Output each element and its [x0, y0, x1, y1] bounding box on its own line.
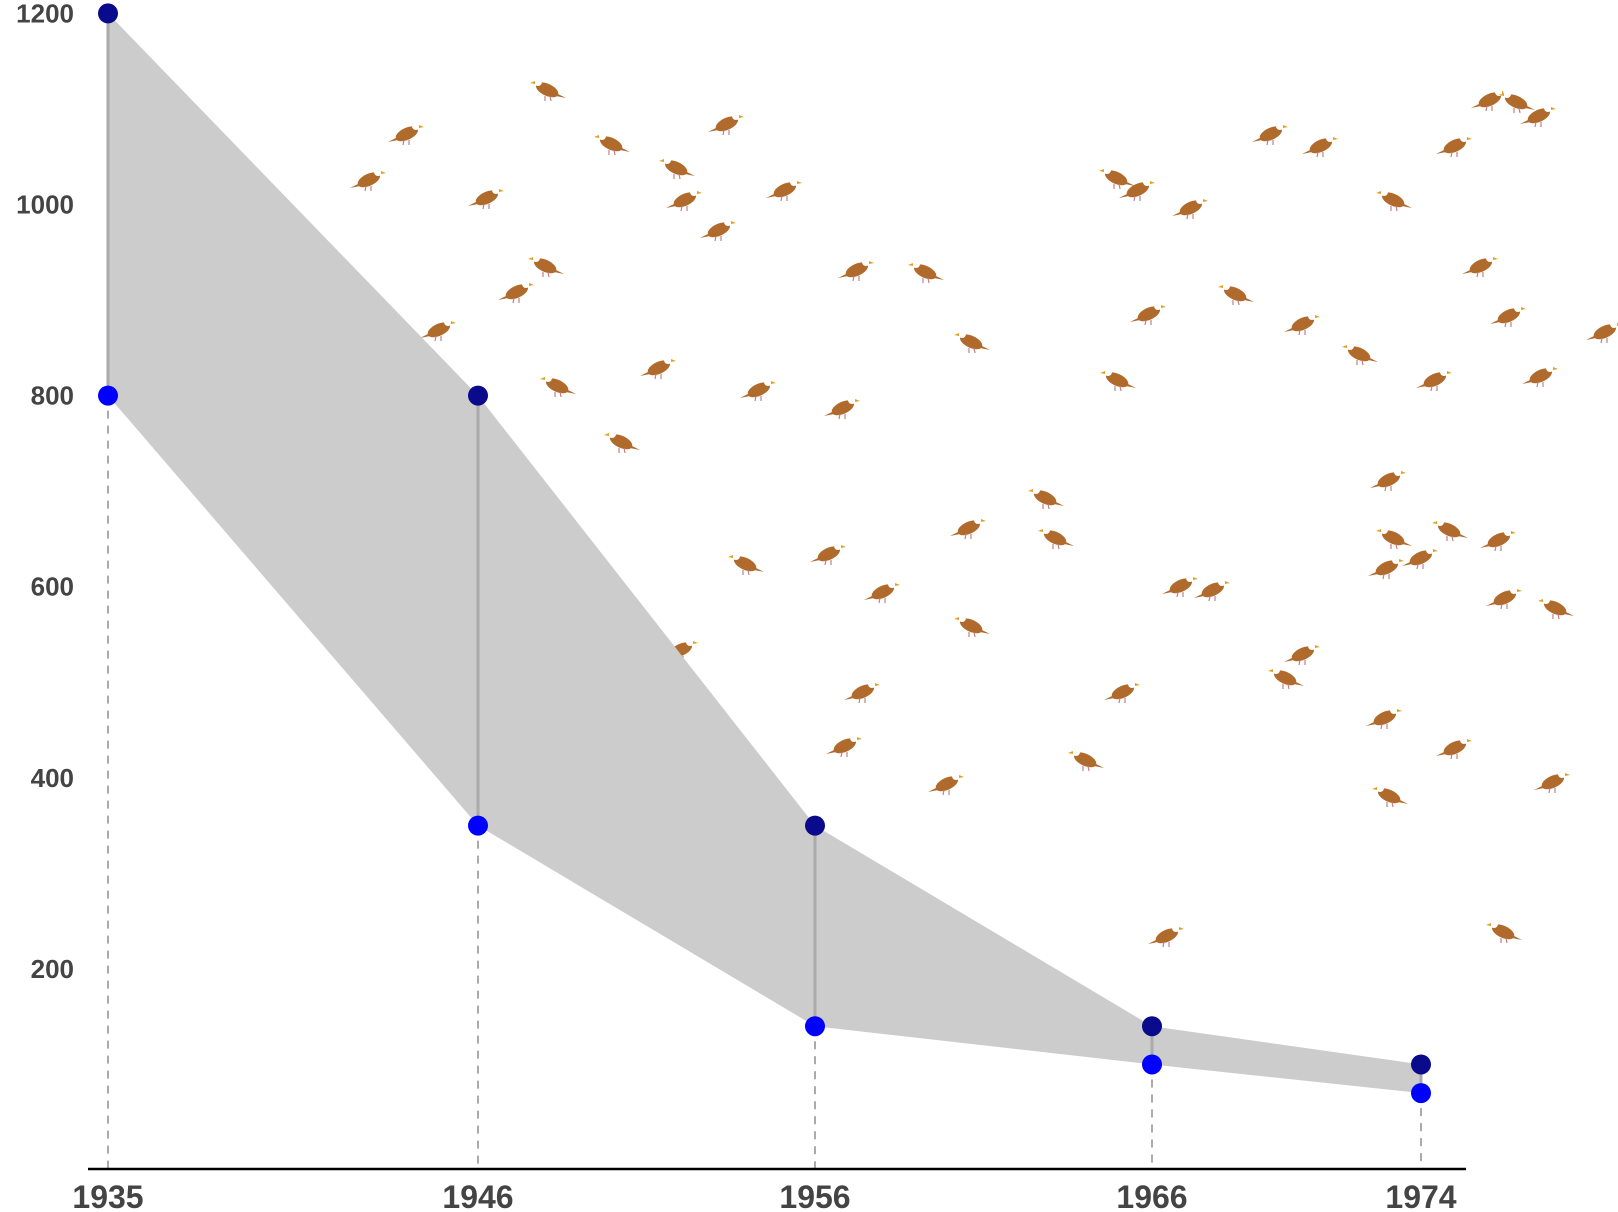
lower-point [805, 1016, 825, 1037]
upper-point [98, 3, 118, 24]
x-tick-label: 1946 [442, 1179, 513, 1212]
eagle-icon [1038, 526, 1074, 550]
x-tick-label: 1935 [72, 1179, 143, 1212]
eagle-icon [1366, 706, 1402, 730]
upper-point [1411, 1054, 1431, 1075]
eagle-icon [666, 188, 702, 212]
eagle-icon [1376, 188, 1412, 212]
eagle-icon [1520, 104, 1556, 128]
eagle-icon [1268, 666, 1304, 690]
eagle-icon [498, 280, 534, 304]
eagle-icon [1100, 368, 1136, 392]
eagle-icon [826, 734, 862, 758]
eagle-icon [604, 430, 640, 454]
upper-point [805, 815, 825, 836]
eagle-icon [1480, 528, 1516, 552]
eagle-icon [1370, 468, 1406, 492]
eagle-icon [838, 258, 874, 282]
eagle-icon [1499, 90, 1535, 114]
eagle-icon [1104, 680, 1140, 704]
eagle-icon [1534, 770, 1570, 794]
eagle-icon [1372, 784, 1408, 808]
eagle-icon [928, 772, 964, 796]
eagle-icon [659, 156, 695, 180]
eagle-icon [1028, 486, 1064, 510]
eagle-icon [540, 374, 576, 398]
band-layer [108, 13, 1421, 1094]
eagle-icon [950, 516, 986, 540]
x-tick-label: 1966 [1116, 1179, 1187, 1212]
eagle-icon [954, 330, 990, 354]
eagle-icon [954, 614, 990, 638]
eagle-icon [1522, 364, 1558, 388]
eagle-icon [1342, 342, 1378, 366]
eagle-icon [388, 122, 424, 146]
eagle-icon [1148, 924, 1184, 948]
guide-layer [107, 395, 1422, 1169]
eagle-icon [594, 132, 630, 156]
x-tick-label: 1974 [1385, 1179, 1456, 1212]
eagle-icon [1162, 574, 1198, 598]
point-layer [98, 3, 1431, 1104]
eagle-icon [350, 168, 386, 192]
eagle-icon [1130, 302, 1166, 326]
eagle-icon [708, 112, 744, 136]
y-tick-label: 400 [31, 763, 74, 793]
eagle-icon [1416, 368, 1452, 392]
lower-point [1142, 1054, 1162, 1075]
eagle-icon [1172, 196, 1208, 220]
eagle-icon [864, 580, 900, 604]
eagle-icon [1194, 578, 1230, 602]
y-tick-label: 800 [31, 381, 74, 411]
eagle-icon [766, 178, 802, 202]
eagle-icon [1284, 312, 1320, 336]
axis-layer: 200 400 600 800 1000 1200 1935 1946 1956 1966 1974 [16, 0, 1466, 1212]
eagle-icon [1376, 526, 1412, 550]
x-tick-label: 1956 [779, 1179, 850, 1212]
eagle-icon [1402, 546, 1438, 570]
eagle-icon [1302, 134, 1338, 158]
eagle-icon [810, 542, 846, 566]
eagle-icon [1486, 920, 1522, 944]
eagle-icon [1368, 556, 1404, 580]
eagle-icon [468, 186, 504, 210]
eagle-icon [1490, 304, 1526, 328]
eagle-icon [740, 378, 776, 402]
eagle-icon [1218, 282, 1254, 306]
y-tick-label: 600 [31, 572, 74, 602]
eagle-icon [844, 680, 880, 704]
lower-point [1411, 1083, 1431, 1104]
eagle-icon [700, 218, 736, 242]
eagle-icon [640, 356, 676, 380]
eagle-icon [1486, 586, 1522, 610]
eagle-icon [1586, 320, 1618, 344]
eagle-icon [1252, 122, 1288, 146]
eagle-icon [824, 396, 860, 420]
eagle-icon [1119, 178, 1155, 202]
eagle-icon [528, 254, 564, 278]
y-tick-label: 200 [31, 954, 74, 984]
eagle-icon [728, 552, 764, 576]
eagle-icon [1471, 88, 1507, 112]
eagle-icon [1538, 596, 1574, 620]
lower-point [468, 815, 488, 836]
eagle-icon [1462, 254, 1498, 278]
eagle-icon [1068, 748, 1104, 772]
eagle-icon [908, 260, 944, 284]
eagle-icon [1099, 166, 1135, 190]
lower-point [98, 385, 118, 406]
eagle-icon [1284, 642, 1320, 666]
eagle-icon [1432, 518, 1468, 542]
y-tick-label: 1200 [16, 0, 74, 28]
range-band [108, 13, 1421, 1094]
upper-point [468, 385, 488, 406]
eagle-icon [1436, 736, 1472, 760]
upper-point [1142, 1016, 1162, 1037]
y-tick-label: 1000 [16, 190, 74, 220]
eagle-icon [530, 78, 566, 102]
eagle-icon [420, 318, 456, 342]
eagle-icon [1436, 134, 1472, 158]
